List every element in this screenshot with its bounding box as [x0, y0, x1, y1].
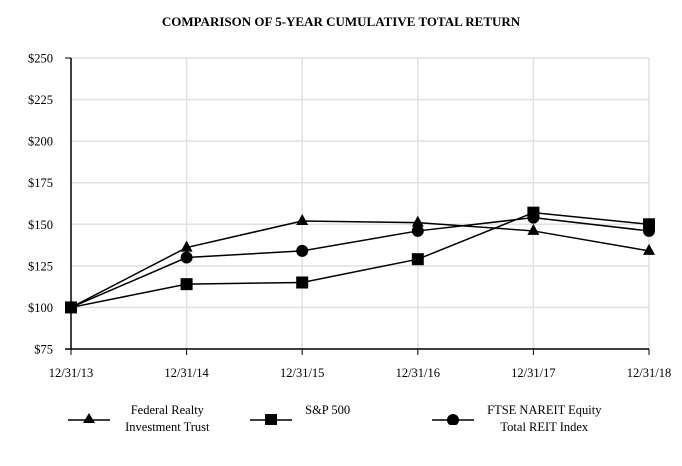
- line-chart: $75 $100 $125 $150 $175 $200 $225 $250 12/31/13 1…: [28, 52, 671, 381]
- legend-label-line1: Federal Realty: [130, 403, 204, 417]
- circle-marker-icon: [527, 211, 540, 224]
- legend-label-line2: Investment Trust: [125, 420, 210, 434]
- legend-item-sp500: S&P 500: [250, 402, 351, 425]
- y-tick-label: $100: [28, 301, 53, 315]
- circle-marker-icon: [411, 224, 424, 237]
- triangle-marker-icon: [643, 243, 655, 255]
- triangle-marker-icon: [411, 215, 424, 227]
- legend-label-line2: Total REIT Index: [500, 420, 589, 434]
- x-tick-label: 12/31/13: [49, 366, 93, 380]
- triangle-marker-icon: [68, 413, 110, 423]
- triangle-marker-icon: [296, 213, 309, 225]
- y-tick-label: $250: [28, 52, 53, 66]
- y-tick-label: $175: [28, 176, 53, 190]
- series-line: [70, 211, 650, 309]
- chart-title: COMPARISON OF 5-YEAR CUMULATIVE TOTAL RE…: [161, 14, 521, 29]
- x-tick-label: 12/31/18: [627, 366, 671, 380]
- triangle-marker-icon: [180, 240, 193, 252]
- circle-marker-icon: [180, 251, 193, 264]
- circle-marker-icon: [643, 224, 655, 237]
- y-tick-label: $225: [28, 93, 53, 107]
- circle-marker-icon: [432, 414, 474, 425]
- x-tick-label: 12/31/15: [280, 366, 324, 380]
- legend-label: S&P 500: [305, 403, 351, 417]
- square-marker-icon: [180, 278, 193, 291]
- y-tick-label: $200: [28, 135, 53, 149]
- x-tick-label: 12/31/17: [511, 366, 555, 380]
- square-marker-icon: [411, 253, 424, 266]
- legend-label-line1: FTSE NAREIT Equity: [487, 403, 602, 417]
- x-tick-label: 12/31/14: [164, 366, 209, 380]
- series-line: [70, 220, 650, 309]
- square-marker-icon: [250, 414, 292, 425]
- legend-item-ftse-nareit: FTSE NAREIT Equity Total REIT Index: [432, 402, 601, 436]
- circle-marker-icon: [65, 301, 77, 314]
- y-tick-label: $75: [34, 343, 53, 357]
- square-marker-icon: [296, 276, 309, 289]
- triangle-marker-icon: [527, 223, 540, 235]
- circle-marker-icon: [296, 244, 309, 257]
- legend-item-federal-realty: Federal Realty Investment Trust: [68, 402, 210, 436]
- x-tick-label: 12/31/16: [396, 366, 440, 380]
- y-tick-label: $125: [28, 259, 53, 273]
- series-line: [70, 216, 650, 309]
- y-tick-label: $150: [28, 218, 53, 232]
